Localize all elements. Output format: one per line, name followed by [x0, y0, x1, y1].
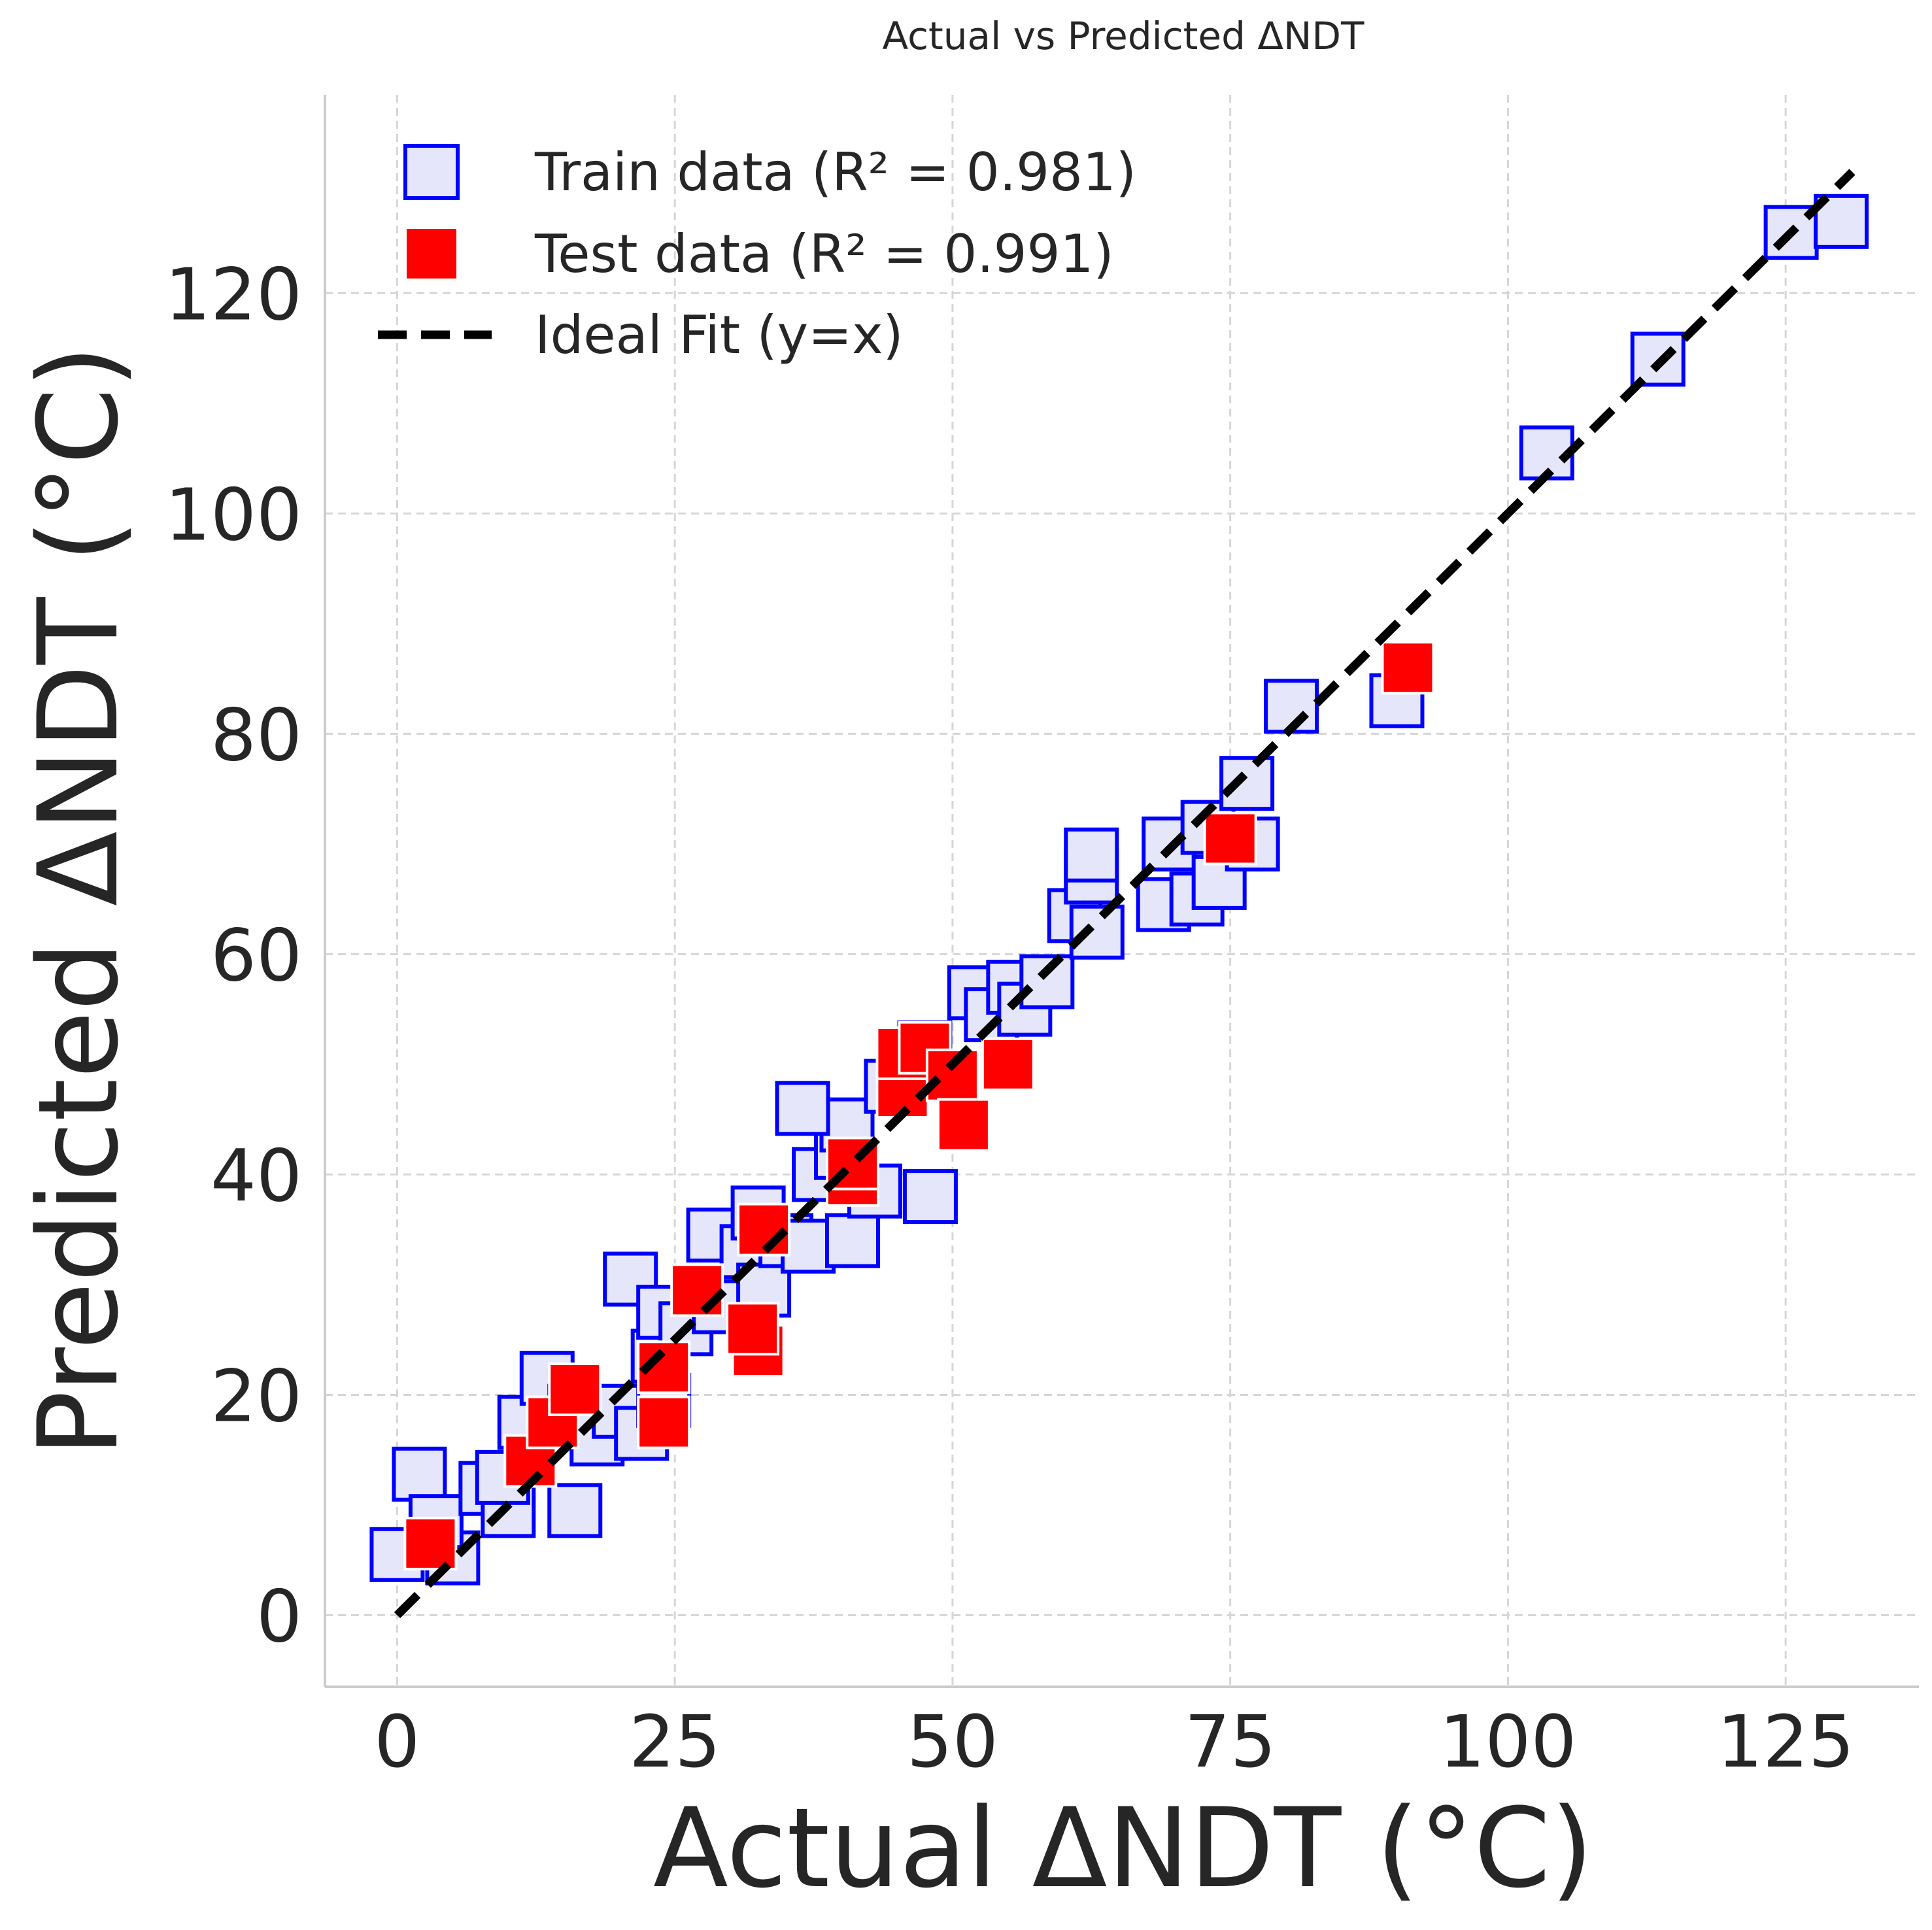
- test-point: [981, 1037, 1035, 1091]
- y-tick-label: 60: [211, 913, 302, 997]
- train-point: [1219, 756, 1275, 811]
- train-point: [1069, 904, 1125, 960]
- y-tick-label: 120: [165, 252, 302, 336]
- test-point: [403, 1516, 458, 1570]
- legend-test-marker: [404, 226, 459, 281]
- y-tick-label: 100: [165, 473, 302, 556]
- train-point: [392, 1446, 447, 1502]
- ideal-fit-series: [394, 169, 1856, 1619]
- y-axis-title: Predicted ΔNDT (°C): [14, 345, 143, 1457]
- chart-title: Actual vs Predicted ΔNDT: [883, 14, 1365, 58]
- x-tick-label: 50: [907, 1700, 998, 1784]
- legend-label: Test data (R² = 0.991): [534, 224, 1114, 284]
- test-point: [925, 1048, 979, 1102]
- grid: [325, 95, 1919, 1687]
- legend-train-marker: [403, 144, 460, 200]
- x-tick-label: 0: [374, 1700, 420, 1784]
- test-point: [1203, 811, 1257, 866]
- ideal-fit-line: [394, 169, 1856, 1619]
- test-point: [1381, 641, 1435, 695]
- train-point: [1630, 331, 1686, 387]
- test-point: [548, 1363, 602, 1417]
- test-point: [670, 1263, 724, 1317]
- test-point: [637, 1395, 691, 1449]
- train-point: [775, 1081, 830, 1136]
- train-point: [825, 1213, 881, 1268]
- x-tick-label: 125: [1717, 1700, 1854, 1784]
- x-axis-title: Actual ΔNDT (°C): [653, 1784, 1593, 1912]
- legend: Train data (R² = 0.981) Test data (R² = 0…: [378, 142, 1136, 365]
- x-tick-label: 75: [1185, 1700, 1276, 1784]
- y-tick-label: 0: [256, 1574, 302, 1658]
- x-tick-label: 25: [629, 1700, 720, 1784]
- test-point: [936, 1098, 991, 1152]
- train-point: [1019, 954, 1075, 1009]
- tick-labels: 0 25 50 75 100 125 0 20 40 60 80 100 120: [165, 252, 1854, 1784]
- train-point: [547, 1483, 603, 1538]
- legend-label: Train data (R² = 0.981): [534, 142, 1136, 203]
- train-point: [1064, 827, 1119, 883]
- axes: [324, 95, 1919, 1688]
- train-point: [902, 1169, 958, 1225]
- y-tick-label: 40: [211, 1134, 302, 1217]
- y-tick-label: 80: [211, 693, 302, 777]
- legend-label: Ideal Fit (y=x): [535, 305, 904, 365]
- test-series: [403, 641, 1435, 1570]
- y-tick-label: 20: [211, 1354, 302, 1438]
- test-point: [726, 1302, 780, 1356]
- x-tick-label: 100: [1439, 1700, 1576, 1784]
